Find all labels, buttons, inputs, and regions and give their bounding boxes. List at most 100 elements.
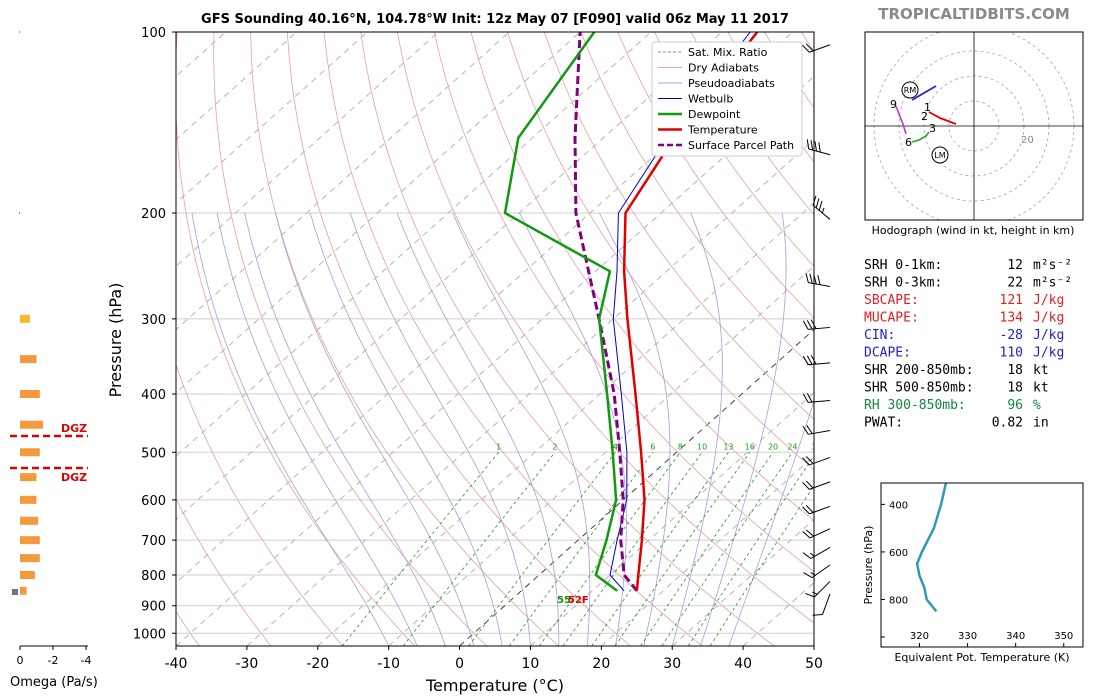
wind-barb	[802, 355, 831, 366]
wind-barb	[802, 456, 831, 466]
wind-barb-flag	[809, 273, 813, 284]
pseudoadiabat-line	[275, 212, 475, 646]
index-value: 96	[1007, 398, 1023, 413]
mixing-ratio-line	[614, 452, 751, 646]
hodograph-lm-marker	[931, 146, 949, 164]
hodograph-rm-label: RM	[904, 86, 917, 95]
chart-title: GFS Sounding 40.16°N, 104.78°W Init: 12z…	[201, 12, 789, 27]
index-value: 110	[1000, 346, 1023, 361]
wind-barb-flag	[805, 272, 809, 283]
theta-e-y-tick-label: 600	[889, 548, 908, 559]
pseudoadiabat-line	[396, 212, 560, 646]
index-label: SHR 200-850mb:	[864, 363, 974, 378]
theta-e-x-tick-label: 350	[1054, 631, 1073, 642]
index-label: SRH 0-1km:	[864, 258, 942, 273]
wind-barb-flag	[802, 320, 809, 330]
wind-barb-flag	[806, 320, 813, 330]
hodograph-rm-marker	[901, 81, 919, 99]
pressure-tick-label: 500	[141, 446, 166, 461]
dewpoint-line	[503, 32, 618, 592]
theta-e-y-tick-label: 800	[889, 595, 908, 606]
wind-barb-flag	[812, 614, 823, 616]
dry-adiabat-line	[250, 32, 559, 646]
brand-label: TROPICALTIDBITS.COM	[878, 5, 1070, 23]
wind-barb-half-flag	[812, 591, 818, 595]
theta-e-line	[915, 482, 948, 613]
wind-barb-staff	[811, 564, 831, 579]
omega-xlabel: Omega (Pa/s)	[10, 675, 98, 690]
mixing-ratio-line	[661, 452, 793, 646]
mixing-ratio-label: 4	[613, 442, 618, 451]
index-unit: m²s⁻²	[1033, 276, 1072, 291]
wind-barb-flag	[802, 425, 809, 435]
wind-barb	[802, 480, 831, 490]
theta-e-x-tick-label: 320	[910, 631, 929, 642]
wind-barb-staff	[808, 282, 831, 287]
wind-barb-flag	[805, 480, 814, 489]
mixing-ratio-line	[709, 485, 814, 646]
isotherm-line	[0, 32, 155, 646]
wind-barb-flag	[817, 275, 821, 285]
mixing-ratio-line	[687, 455, 814, 646]
omega-bar	[20, 420, 44, 429]
pressure-tick-label: 200	[141, 207, 166, 222]
wind-barb-flag	[802, 355, 809, 365]
index-unit: kt	[1033, 381, 1049, 396]
wind-barb-flag	[814, 141, 817, 152]
index-value: 18	[1007, 363, 1023, 378]
wind-barb	[802, 505, 831, 515]
index-label: DCAPE:	[864, 346, 911, 361]
omega-bar	[20, 586, 27, 595]
surface-parcel-path-line	[573, 32, 639, 592]
wind-barb-flag	[802, 44, 810, 53]
legend-label-dry: Dry Adiabats	[688, 62, 759, 75]
dry-adiabat-line	[176, 32, 416, 646]
wind-barb	[802, 43, 831, 53]
mixing-ratio-line	[402, 452, 556, 646]
pseudoadiabat-line	[349, 212, 531, 646]
mixing-ratio-line	[562, 452, 703, 646]
dgz-label-bottom: DGZ	[61, 471, 87, 484]
omega-trace-mark	[19, 31, 20, 33]
wind-barb-flag	[806, 393, 813, 403]
isotherm-line	[176, 32, 297, 141]
wind-barb-flag	[805, 43, 814, 52]
dry-adiabat-line	[507, 32, 814, 471]
wind-barb	[802, 528, 831, 539]
omega-tick-label: -4	[81, 654, 92, 667]
wind-barb-flag	[802, 531, 811, 539]
dry-adiabat-line	[286, 32, 631, 646]
skewt-xlabel: Temperature (°C)	[425, 676, 564, 695]
isotherm-line	[176, 32, 368, 204]
omega-bar	[20, 448, 40, 457]
theta-e-frame	[880, 482, 1084, 648]
wind-barb-flag	[806, 355, 813, 365]
hodograph-height-label: 6	[905, 136, 912, 149]
index-unit: in	[1033, 416, 1049, 431]
hodograph-upper-trace	[911, 85, 937, 101]
temperature-tick-label: 30	[663, 656, 681, 672]
mixing-ratio-line	[468, 452, 616, 646]
wind-barb	[805, 581, 831, 598]
dry-adiabat-line	[360, 32, 775, 646]
dgz-label-top: DGZ	[61, 422, 87, 435]
wind-barb	[812, 593, 831, 616]
wind-barb-half-flag	[810, 571, 816, 576]
pseudoadiabat-line	[244, 212, 446, 646]
mixing-ratio-label: 20	[768, 442, 778, 451]
index-unit: J/kg	[1033, 346, 1064, 361]
mixing-ratio-line	[538, 452, 681, 646]
isotherm-line	[176, 32, 581, 394]
hodograph: 20 123 6 9 RM LM	[865, 32, 1083, 220]
wind-barb-flag	[802, 506, 810, 515]
pressure-tick-label: 700	[141, 534, 166, 549]
wind-barb-flag	[803, 572, 813, 579]
sounding-indices: SRH 0-1km: 12 m²s⁻² SRH 0-3km: 22 m²s⁻² SBCAPE…	[864, 258, 1072, 431]
index-label: SBCAPE:	[864, 293, 919, 308]
index-label: SHR 500-850mb:	[864, 381, 974, 396]
temperature-tick-label: 20	[592, 656, 610, 672]
theta-e-ylabel: Pressure (hPa)	[862, 526, 875, 605]
dry-adiabat-line	[176, 611, 200, 646]
wind-barb	[802, 319, 831, 330]
